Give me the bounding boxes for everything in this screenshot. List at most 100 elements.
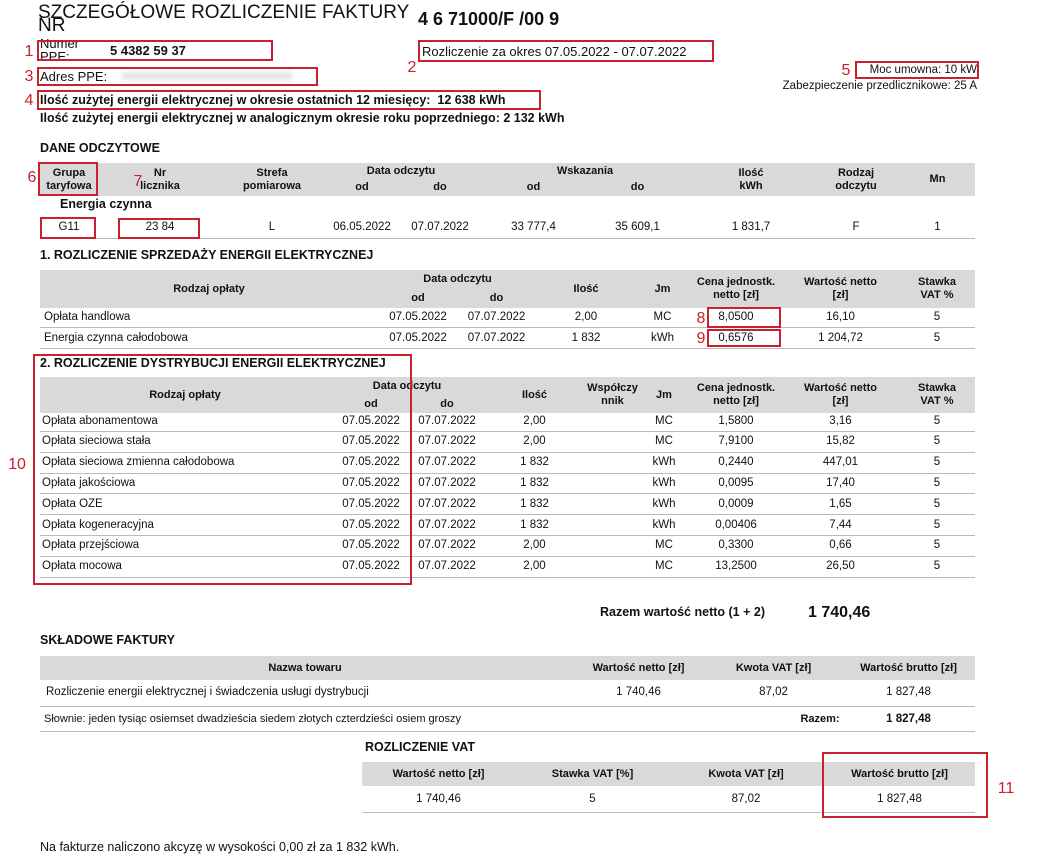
callout-number: 10 <box>8 455 26 473</box>
callout-box <box>707 307 781 328</box>
cell: 15,82 <box>826 435 855 448</box>
cell: 1 832 <box>520 497 549 510</box>
callout-number: 4 <box>24 91 34 109</box>
callout-box <box>822 752 988 818</box>
title: SZCZEGÓŁOWE ROZLICZENIE FAKTURY NR <box>38 2 409 36</box>
row-line <box>40 535 975 536</box>
header-cell: Nazwa towaru <box>40 656 570 680</box>
cell: Opłata sieciowa stała <box>42 435 151 448</box>
cell: 2,00 <box>523 435 546 448</box>
callout-box <box>33 354 412 585</box>
cell: 0,00406 <box>715 518 757 531</box>
header-cell: Jm <box>640 377 688 413</box>
cell: 16,10 <box>826 310 855 323</box>
cell: 07.07.2022 <box>418 476 476 489</box>
address-label: Adres PPE: <box>40 69 108 84</box>
callout-box <box>37 40 273 61</box>
row-line <box>40 431 975 432</box>
cell: 5 <box>933 518 941 531</box>
cell: 07.07.2022 <box>418 435 476 448</box>
amount-in-words: Słownie: jeden tysiąc osiemset dwadzieśc… <box>44 713 461 725</box>
row-line <box>40 327 975 328</box>
cell: 07.05.2022 <box>342 560 400 573</box>
cell: 07.07.2022 <box>418 518 476 531</box>
cell: MC <box>655 560 673 573</box>
callout-number: 11 <box>997 779 1015 797</box>
net-total-value: 1 740,46 <box>808 603 871 621</box>
header-cell: Rodzaj odczytu <box>814 163 898 196</box>
cell: 1 827,48 <box>877 792 922 805</box>
cell: 06.05.2022 <box>333 220 391 233</box>
section-title: SKŁADOWE FAKTURY <box>40 632 175 647</box>
cell: 7,44 <box>829 518 852 531</box>
net-total-label: Razem wartość netto (1 + 2) <box>600 604 765 619</box>
cell: 1 <box>934 220 941 233</box>
cell: 1 832 <box>520 456 549 469</box>
cell: 1,65 <box>829 497 852 510</box>
cell: 5 <box>933 497 941 510</box>
cell: 5 <box>589 792 596 805</box>
cell: L <box>268 220 276 233</box>
cell: F <box>852 220 860 233</box>
row-line <box>40 493 975 495</box>
callout-number: 1 <box>24 42 34 60</box>
cell: 0,0009 <box>718 497 754 510</box>
cell: kWh <box>652 518 676 531</box>
cell: 07.05.2022 <box>342 435 400 448</box>
header-cell: Wartość brutto [zł] <box>824 762 975 786</box>
subheader: do <box>412 395 482 413</box>
cell: 07.07.2022 <box>418 414 476 427</box>
subheader: do <box>402 179 478 196</box>
total-label: Razem: <box>800 713 840 725</box>
callout-box <box>40 217 96 239</box>
cell: 3,16 <box>829 414 852 427</box>
cell: 1 832 <box>571 331 601 344</box>
cell: Opłata sieciowa zmienna całodobowa <box>42 456 235 469</box>
section-title: DANE ODCZYTOWE <box>40 140 160 155</box>
cell: Rozliczenie energii elektrycznej i świad… <box>46 685 369 698</box>
callout-number: 8 <box>696 309 706 327</box>
row-line <box>40 348 975 349</box>
callout-number: 2 <box>407 58 417 76</box>
header-cell: Data odczytu <box>324 163 478 180</box>
footer-note: Na fakturze naliczono akcyzę w wysokości… <box>40 839 400 854</box>
cell: 0,2440 <box>718 456 754 469</box>
cell: 1 831,7 <box>731 220 771 233</box>
cell: MC <box>653 310 672 323</box>
cell: 26,50 <box>826 560 855 573</box>
section-title: 1. ROZLICZENIE SPRZEDAŻY ENERGII ELEKTRY… <box>40 247 374 262</box>
callout-box <box>118 218 200 239</box>
usage-previous-year: Ilość zużytej energii elektrycznej w ana… <box>40 110 565 125</box>
header-cell: Grupa taryfowa <box>40 163 98 196</box>
header-cell: Ilość <box>484 377 585 413</box>
cell: 33 777,4 <box>511 220 556 233</box>
cell: 07.07.2022 <box>418 560 476 573</box>
callout-box <box>707 329 781 347</box>
section-title: 2. ROZLICZENIE DYSTRYBUCJI ENERGII ELEKT… <box>40 355 386 370</box>
row-line <box>40 555 975 557</box>
cell: 5 <box>933 456 941 469</box>
header-cell: Stawka VAT % <box>899 270 975 308</box>
header-cell: Rodzaj opłaty <box>40 377 330 413</box>
period: Rozliczenie za okres 07.05.2022 - 07.07.… <box>422 43 687 59</box>
cell: 87,02 <box>759 685 788 698</box>
cell: 5 <box>933 331 941 344</box>
cell: 07.05.2022 <box>389 331 447 344</box>
row-line <box>40 731 975 732</box>
row-line <box>40 451 975 453</box>
cell: 87,02 <box>731 792 761 805</box>
header-cell: Ilość kWh <box>690 163 812 196</box>
callout-number: 9 <box>696 329 706 347</box>
subheader: od <box>380 289 456 308</box>
header-cell: Współczy nnik <box>587 377 638 413</box>
cell: 07.05.2022 <box>389 310 447 323</box>
cell: 13,2500 <box>715 560 757 573</box>
callout-number: 6 <box>27 168 37 186</box>
cell: 1 832 <box>520 518 549 531</box>
row-line <box>40 238 975 239</box>
cell: Energia czynna całodobowa <box>44 331 188 344</box>
cell: kWh <box>652 476 676 489</box>
cell: 07.05.2022 <box>342 518 400 531</box>
cell: 07.07.2022 <box>418 497 476 510</box>
header-cell: Kwota VAT [zł] <box>707 656 840 680</box>
